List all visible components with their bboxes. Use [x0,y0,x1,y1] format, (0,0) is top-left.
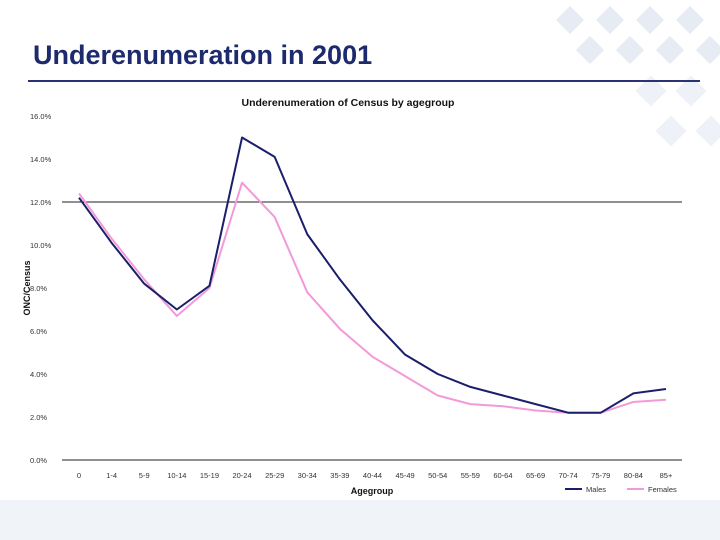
y-tick-label: 4.0% [30,370,47,379]
y-tick-label: 16.0% [30,112,52,121]
x-tick-label: 55-59 [461,471,480,480]
legend-label-males: Males [586,485,606,494]
x-tick-label: 0 [77,471,81,480]
x-tick-label: 10-14 [167,471,186,480]
x-tick-label: 75-79 [591,471,610,480]
y-tick-label: 0.0% [30,456,47,465]
y-tick-label: 6.0% [30,327,47,336]
y-tick-label: 14.0% [30,155,52,164]
y-tick-label: 2.0% [30,413,47,422]
title-underline [28,80,700,82]
legend-label-females: Females [648,485,677,494]
x-tick-label: 45-49 [396,471,415,480]
slide-title: Underenumeration in 2001 [33,40,373,70]
y-tick-label: 10.0% [30,241,52,250]
y-axis-label: ONC/Census [22,260,32,315]
y-tick-label: 12.0% [30,198,52,207]
chart-title: Underenumeration of Census by agegroup [242,97,455,109]
y-tick-label: 8.0% [30,284,47,293]
x-tick-label: 65-69 [526,471,545,480]
x-tick-label: 60-64 [493,471,512,480]
x-axis-label: Agegroup [351,486,394,496]
x-tick-label: 30-34 [298,471,317,480]
series-line-males [78,136,667,414]
x-tick-label: 80-84 [624,471,643,480]
x-tick-label: 40-44 [363,471,382,480]
x-tick-label: 1-4 [106,471,117,480]
x-tick-label: 5-9 [139,471,150,480]
x-tick-label: 20-24 [232,471,251,480]
x-tick-label: 70-74 [559,471,578,480]
x-tick-label: 35-39 [330,471,349,480]
series-line-females [78,181,667,414]
x-tick-label: 85+ [660,471,673,480]
x-tick-label: 15-19 [200,471,219,480]
legend: Males Females [565,485,677,494]
x-tick-label: 50-54 [428,471,447,480]
x-tick-label: 25-29 [265,471,284,480]
